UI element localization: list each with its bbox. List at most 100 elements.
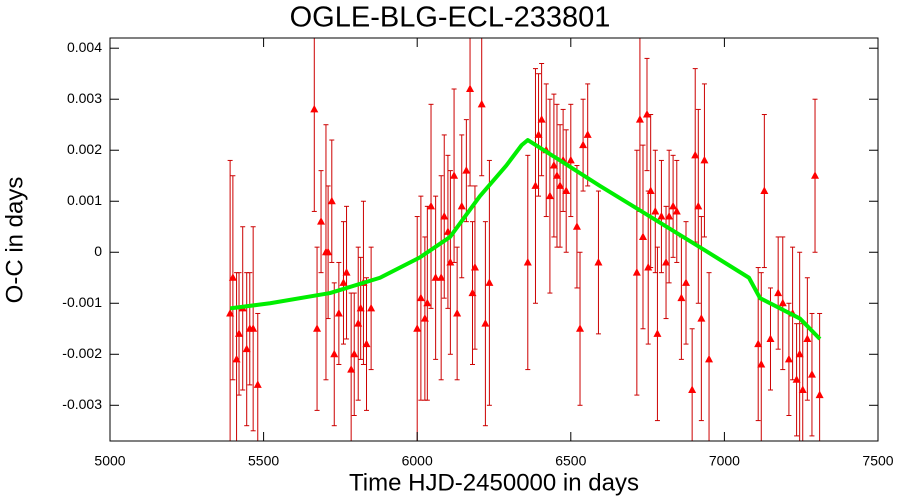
data-point: [327, 196, 336, 205]
data-point: [562, 186, 571, 195]
data-point: [468, 288, 477, 297]
data-point: [653, 329, 662, 337]
data-point: [450, 171, 459, 179]
data-point: [784, 354, 793, 363]
data-point: [665, 212, 674, 220]
data-point: [672, 206, 681, 215]
y-tick-label: 0.004: [67, 39, 102, 55]
data-point: [477, 99, 486, 108]
data-point: [324, 247, 333, 256]
data-point: [356, 303, 365, 312]
data-point: [470, 263, 479, 271]
data-point: [342, 268, 351, 276]
plot-frame: [109, 37, 879, 442]
data-point: [638, 232, 647, 240]
data-point: [688, 385, 697, 393]
x-tick-label: 5500: [248, 453, 279, 469]
y-tick-label: 0: [94, 243, 102, 259]
data-point: [462, 166, 471, 174]
data-point: [420, 314, 429, 322]
data-point: [778, 298, 787, 307]
data-point: [457, 201, 466, 210]
data-point: [466, 84, 475, 93]
data-point: [694, 201, 703, 210]
data-point: [446, 257, 455, 266]
x-tick-label: 5000: [94, 453, 125, 469]
x-tick-label: 7500: [862, 453, 893, 469]
data-point: [632, 268, 641, 276]
data-point: [766, 334, 775, 342]
data-point: [453, 308, 462, 317]
data-point: [413, 324, 422, 332]
data-point: [644, 263, 653, 271]
data-point: [662, 257, 671, 266]
data-point: [657, 212, 666, 220]
data-point: [437, 273, 446, 281]
data-point: [226, 308, 235, 317]
data-point: [697, 314, 706, 322]
data-point: [549, 161, 558, 169]
data-point: [545, 191, 554, 200]
data-point: [339, 278, 348, 286]
data-point: [347, 365, 356, 373]
data-point: [754, 339, 763, 348]
y-tick-label: 0.002: [67, 141, 102, 157]
data-point: [774, 288, 783, 297]
data-point: [427, 201, 436, 210]
data-point: [807, 370, 816, 378]
data-point: [362, 339, 371, 348]
y-axis-label: O-C in days: [1, 177, 28, 304]
data-point: [534, 130, 543, 138]
data-point: [811, 171, 820, 179]
data-point: [313, 324, 322, 332]
data-point: [646, 186, 655, 195]
data-point: [795, 349, 804, 358]
data-point: [354, 319, 363, 327]
data-point: [523, 257, 532, 266]
data-point: [566, 155, 575, 164]
data-point: [792, 375, 801, 383]
data-point: [651, 206, 660, 215]
data-point: [677, 293, 686, 302]
data-point: [431, 273, 440, 281]
data-point: [576, 324, 585, 332]
data-point: [350, 349, 359, 358]
data-point: [579, 140, 588, 149]
data-point: [537, 115, 546, 123]
data-point: [440, 212, 449, 220]
data-point: [583, 130, 592, 138]
data-point: [705, 354, 714, 363]
data-point: [485, 278, 494, 286]
data-point: [815, 390, 824, 399]
chart-title: OGLE-BLG-ECL-233801: [290, 2, 611, 34]
data-point: [691, 150, 700, 159]
data-point: [594, 257, 603, 266]
y-tick-label: 0.003: [67, 90, 102, 106]
x-tick-label: 6500: [555, 453, 586, 469]
data-point: [330, 349, 339, 358]
data-point: [232, 354, 241, 363]
data-point: [317, 217, 326, 225]
data-point: [635, 115, 644, 123]
data-point: [443, 227, 452, 235]
data-point: [242, 344, 251, 353]
data-point: [552, 171, 561, 179]
data-point: [556, 181, 565, 189]
data-point: [700, 155, 709, 164]
x-tick-label: 7000: [709, 453, 740, 469]
data-point: [682, 278, 690, 286]
x-axis-label: Time HJD-2450000 in days: [349, 469, 639, 496]
plot-area: [226, 38, 824, 441]
y-tick-label: 0.001: [67, 192, 102, 208]
data-point: [253, 380, 262, 388]
y-tick-label: -0.003: [62, 396, 102, 412]
data-point: [642, 110, 651, 118]
model-curve: [229, 138, 822, 341]
y-tick-label: -0.002: [62, 345, 102, 361]
data-point: [249, 324, 258, 332]
data-point: [235, 329, 244, 337]
data-point: [416, 293, 425, 302]
data-point: [228, 273, 237, 281]
data-point: [669, 201, 678, 210]
